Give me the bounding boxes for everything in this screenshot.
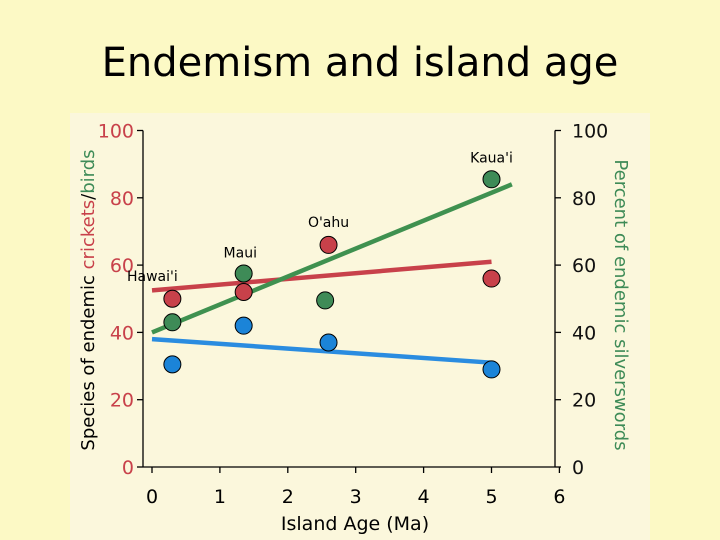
y-tick-label-left: 60 xyxy=(110,255,134,277)
y-tick-label-left: 20 xyxy=(110,390,134,412)
crickets-point xyxy=(234,283,253,302)
y-tick-label-right: 80 xyxy=(572,188,596,210)
ylabel-slash: / xyxy=(78,193,99,200)
x-axis-label: Island Age (Ma) xyxy=(281,513,429,535)
data-points xyxy=(163,170,501,379)
crickets-trend-line xyxy=(151,259,492,293)
silverswords-point xyxy=(482,360,501,379)
y-tick-label-left: 40 xyxy=(110,322,134,344)
y-tick-label-right: 60 xyxy=(572,255,596,277)
birds-trend-line xyxy=(151,182,513,335)
y-tick-label-left: 80 xyxy=(110,188,134,210)
x-tick-label: 3 xyxy=(350,486,362,508)
x-tick-label: 2 xyxy=(282,486,294,508)
y-tick-label-left: 0 xyxy=(122,457,134,479)
x-tick-label: 4 xyxy=(418,486,430,508)
y-tick-label-right: 0 xyxy=(572,457,584,479)
x-tick-label: 6 xyxy=(553,486,565,508)
silverswords-point xyxy=(234,316,253,335)
island-label: Maui xyxy=(224,246,257,262)
birds-point xyxy=(163,313,182,332)
silverswords-trend-line xyxy=(151,336,492,365)
plot-background xyxy=(70,113,650,540)
crickets-point xyxy=(482,269,501,288)
crickets-point xyxy=(163,289,182,308)
ylabel-birds: birds xyxy=(78,149,99,193)
y-tick-label-right: 40 xyxy=(572,322,596,344)
silverswords-point xyxy=(163,355,182,374)
y-axis-label-left: Species of endemic crickets/birds xyxy=(78,149,99,450)
axes: 0 20 40 60 80 100 0 20 40 60 80 100 0 1 2 3 4 5 6 xyxy=(98,121,609,509)
ylabel-crickets: crickets xyxy=(78,200,99,270)
x-tick-label: 1 xyxy=(214,486,226,508)
birds-point xyxy=(482,170,501,189)
y-tick-label-left: 100 xyxy=(98,121,134,143)
trend-lines xyxy=(151,182,513,365)
y-tick-label-right: 20 xyxy=(572,390,596,412)
crickets-point xyxy=(319,235,338,254)
island-label: Hawai'i xyxy=(127,269,178,285)
island-label: Kaua'i xyxy=(470,150,513,166)
y-axis-label-right: Percent of endemic silverswords xyxy=(610,159,631,450)
y-tick-label-right: 100 xyxy=(572,121,608,143)
silverswords-point xyxy=(319,333,338,352)
island-labels: Hawai'i Maui O'ahu Kaua'i xyxy=(127,150,513,284)
x-tick-label: 5 xyxy=(485,486,497,508)
x-tick-label: 0 xyxy=(146,486,158,508)
slide-title: Endemism and island age xyxy=(101,40,619,86)
island-label: O'ahu xyxy=(308,215,349,231)
birds-point xyxy=(316,291,335,310)
birds-point xyxy=(234,264,253,283)
ylabel-part1: Species of endemic xyxy=(78,269,99,450)
